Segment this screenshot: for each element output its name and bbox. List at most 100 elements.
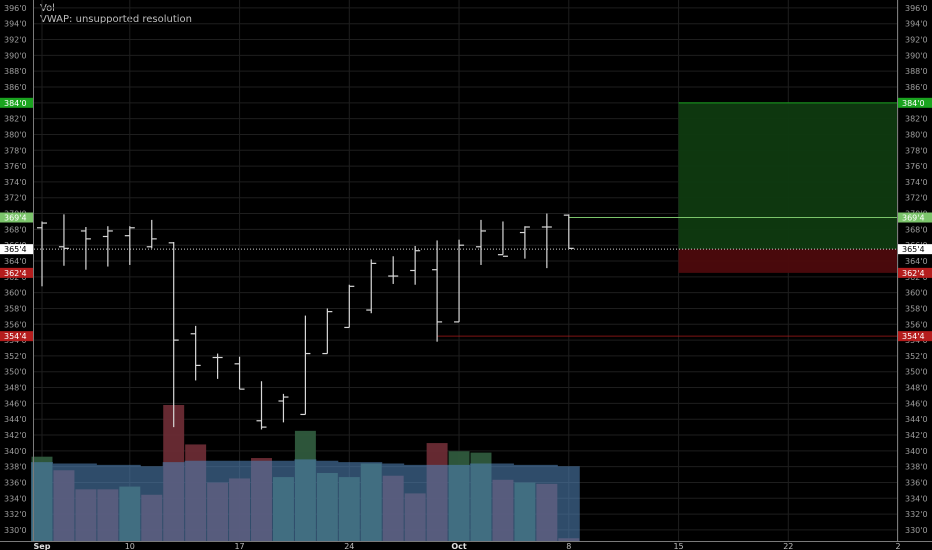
- y-tick-label-left: 382'0: [4, 115, 27, 124]
- y-tick-label-right: 388'0: [905, 67, 928, 76]
- y-tick-label-left: 332'0: [4, 510, 27, 519]
- badge-bg: [898, 267, 932, 278]
- y-tick-label-left: 342'0: [4, 431, 27, 440]
- y-tick-label-left: 336'0: [4, 478, 27, 487]
- badge-bg: [898, 97, 932, 108]
- y-tick-label-right: 346'0: [905, 399, 928, 408]
- y-tick-label-left: 396'0: [4, 4, 27, 13]
- ohlc-bar: [37, 221, 47, 287]
- ohlc-bar: [278, 393, 289, 423]
- y-tick-label-left: 338'0: [4, 463, 27, 472]
- y-tick-label-right: 368'0: [905, 225, 928, 234]
- y-tick-label-right: 372'0: [905, 194, 928, 203]
- ohlc-bar: [102, 226, 113, 267]
- price-badge-right: 354'4: [898, 331, 932, 342]
- y-tick-label-left: 376'0: [4, 162, 27, 171]
- badge-bg: [0, 244, 33, 255]
- x-tick-label: 24: [344, 542, 354, 550]
- ohlc-bar: [366, 259, 377, 314]
- position-zones: [34, 102, 897, 337]
- badge-bg: [0, 331, 33, 342]
- y-tick-label-right: 336'0: [905, 478, 928, 487]
- stop-zone: [678, 249, 897, 273]
- ohlc-bar: [212, 353, 223, 379]
- y-tick-label-right: 358'0: [905, 304, 928, 313]
- y-tick-label-right: 352'0: [905, 352, 928, 361]
- badge-bg: [898, 212, 932, 223]
- ohlc-bar: [80, 226, 91, 270]
- ohlc-bar: [410, 245, 421, 285]
- y-tick-label-left: 360'0: [4, 289, 27, 298]
- y-tick-label-right: 394'0: [905, 20, 928, 29]
- y-tick-label-right: 392'0: [905, 36, 928, 45]
- y-tick-label-right: 380'0: [905, 130, 928, 139]
- badge-bg: [898, 331, 932, 342]
- y-tick-label-right: 344'0: [905, 415, 928, 424]
- y-tick-label-left: 394'0: [4, 20, 27, 29]
- ohlc-bar: [300, 315, 311, 416]
- y-tick-label-left: 346'0: [4, 399, 27, 408]
- y-tick-label-left: 378'0: [4, 146, 27, 155]
- ohlc-bar: [58, 214, 69, 266]
- x-tick-label: 17: [234, 542, 244, 550]
- chart-legend: Vol VWAP: unsupported resolution: [40, 3, 192, 25]
- y-tick-label-right: 390'0: [905, 51, 928, 60]
- badge-label: 354'4: [4, 332, 27, 341]
- price-badge-left: 365'4: [0, 244, 33, 255]
- ohlc-bar: [388, 256, 399, 284]
- y-tick-label-right: 386'0: [905, 83, 928, 92]
- y-tick-label-right: 334'0: [905, 494, 928, 503]
- y-tick-label-right: 342'0: [905, 431, 928, 440]
- y-tick-label-left: 348'0: [4, 384, 27, 393]
- y-tick-label-right: 378'0: [905, 146, 928, 155]
- x-tick-label: 22: [783, 542, 793, 550]
- y-tick-label-left: 352'0: [4, 352, 27, 361]
- y-tick-label-right: 340'0: [905, 447, 928, 456]
- badge-label: 365'4: [4, 245, 27, 254]
- x-tick-label: Sep: [34, 542, 51, 550]
- volume-average-area: [31, 459, 580, 541]
- ohlc-bar: [234, 356, 245, 390]
- y-tick-label-right: 382'0: [905, 115, 928, 124]
- ohlc-bar: [322, 308, 333, 355]
- badge-bg: [0, 267, 33, 278]
- badge-label: 362'4: [902, 269, 925, 278]
- y-tick-label-right: 374'0: [905, 178, 928, 187]
- y-tick-label-right: 350'0: [905, 368, 928, 377]
- y-tick-label-left: 358'0: [4, 304, 27, 313]
- ohlc-bar: [497, 221, 508, 257]
- badge-label: 354'4: [902, 332, 925, 341]
- y-tick-label-left: 392'0: [4, 36, 27, 45]
- ohlc-bar: [519, 226, 530, 259]
- x-tick-label: 2: [896, 542, 901, 550]
- y-tick-label-right: 356'0: [905, 320, 928, 329]
- y-tick-label-left: 350'0: [4, 368, 27, 377]
- target-zone: [678, 102, 897, 250]
- y-tick-label-right: 330'0: [905, 526, 928, 535]
- price-badge-left: 354'4: [0, 331, 33, 342]
- y-tick-label-left: 334'0: [4, 494, 27, 503]
- price-badge-right: 365'4: [898, 244, 932, 255]
- y-tick-label-left: 344'0: [4, 415, 27, 424]
- y-tick-label-left: 372'0: [4, 194, 27, 203]
- x-tick-label: Oct: [451, 542, 467, 550]
- y-tick-label-right: 348'0: [905, 384, 928, 393]
- y-tick-label-left: 388'0: [4, 67, 27, 76]
- ohlc-bar: [124, 226, 135, 265]
- badge-bg: [0, 97, 33, 108]
- ohlc-bar: [344, 284, 355, 329]
- y-tick-label-left: 380'0: [4, 130, 27, 139]
- badge-bg: [898, 244, 932, 255]
- badge-bg: [0, 212, 33, 223]
- volume-bars: [31, 405, 580, 541]
- y-tick-label-right: 332'0: [905, 510, 928, 519]
- y-tick-label-left: 390'0: [4, 51, 27, 60]
- y-tick-label-left: 386'0: [4, 83, 27, 92]
- ohlc-bars: [37, 213, 574, 430]
- ohlc-bar: [563, 214, 574, 249]
- y-tick-label-left: 340'0: [4, 447, 27, 456]
- ohlc-bar: [432, 240, 443, 342]
- x-tick-label: 10: [125, 542, 135, 550]
- price-badge-right: 384'0: [898, 97, 932, 108]
